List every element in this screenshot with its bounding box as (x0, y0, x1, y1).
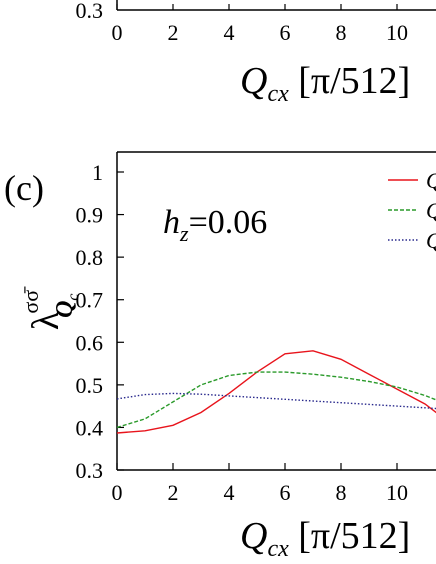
ylabel-lambda: λ (25, 311, 67, 330)
panel-c-ytick-label: 0.3 (76, 458, 104, 483)
panel-c-xtick-label: 4 (224, 480, 235, 505)
series-line-2 (116, 371, 436, 429)
top-panel-xtick-label: 2 (168, 20, 179, 45)
svg-text:λσσ̄Qc: λσσ̄ Qc (18, 286, 82, 330)
annotation-var: h (163, 204, 180, 241)
panel-c-ytick-label: 0.9 (76, 203, 104, 228)
panel-c-ytick-label: 0.4 (76, 415, 104, 440)
panel-c-x-axis-title-var: Q (240, 515, 267, 557)
panel-c-ytick-label: 1 (92, 160, 103, 185)
annotation-sub: z (179, 221, 189, 246)
top-panel-ytick-label: 0.3 (76, 0, 104, 23)
ylabel-subsub: c (65, 293, 82, 300)
panel-c-y-axis-title: λσσ̄ Qc (18, 286, 82, 330)
panel-c-ytick-label: 0.7 (76, 288, 104, 313)
panel-c-x-axis-title: Qcx [π/512] (240, 515, 410, 562)
legend-label-2: Q (426, 198, 436, 223)
top-panel-xtick-label: 8 (336, 20, 347, 45)
panel-c-xtick-label: 10 (386, 480, 408, 505)
annotation-value: =0.06 (189, 204, 268, 241)
top-panel-xtick-label: 0 (112, 20, 123, 45)
series-line-3 (116, 392, 436, 410)
panel-c-ytick-label: 0.5 (76, 373, 104, 398)
legend-label-3: Q (426, 228, 436, 253)
ylabel-sub: Q (52, 301, 78, 318)
panel-c-xtick-label: 0 (112, 480, 123, 505)
top-panel-x-axis-title-unit: [π/512] (289, 60, 411, 102)
panel-c-xtick-label: 8 (336, 480, 347, 505)
legend: QQQ (388, 168, 436, 253)
panel-label: (c) (4, 168, 44, 208)
panel-c-ytick-label: 0.8 (76, 245, 104, 270)
top-panel-x-axis-title: Qcx [π/512] (240, 60, 410, 107)
top-panel-xtick-label: 4 (224, 20, 235, 45)
panel-c: (c) 0.3 0.4 0.5 0.6 0.7 0.8 0.9 1 0 2 4 6 8 10 hz=0.… (4, 151, 436, 562)
panel-c-ytick-label: 0.6 (76, 330, 104, 355)
panel-c-xtick-label: 2 (168, 480, 179, 505)
panel-c-xtick-label: 6 (280, 480, 291, 505)
panel-c-annotation: hz=0.06 (163, 204, 267, 246)
top-panel-xtick-label: 6 (280, 20, 291, 45)
ylabel-sup: σσ̄ (18, 286, 43, 314)
panel-c-x-axis-title-unit: [π/512] (289, 515, 411, 557)
top-panel-xtick-label: 10 (386, 20, 408, 45)
legend-label-1: Q (426, 168, 436, 193)
series-line-1 (116, 350, 436, 434)
top-panel-x-axis-title-sub: cx (267, 81, 289, 107)
top-panel-x-axis-title-var: Q (240, 60, 267, 102)
top-panel: 0.3 0 2 4 6 8 10 Qcx [π/512] (76, 0, 436, 107)
panel-c-x-axis-title-sub: cx (267, 536, 289, 562)
